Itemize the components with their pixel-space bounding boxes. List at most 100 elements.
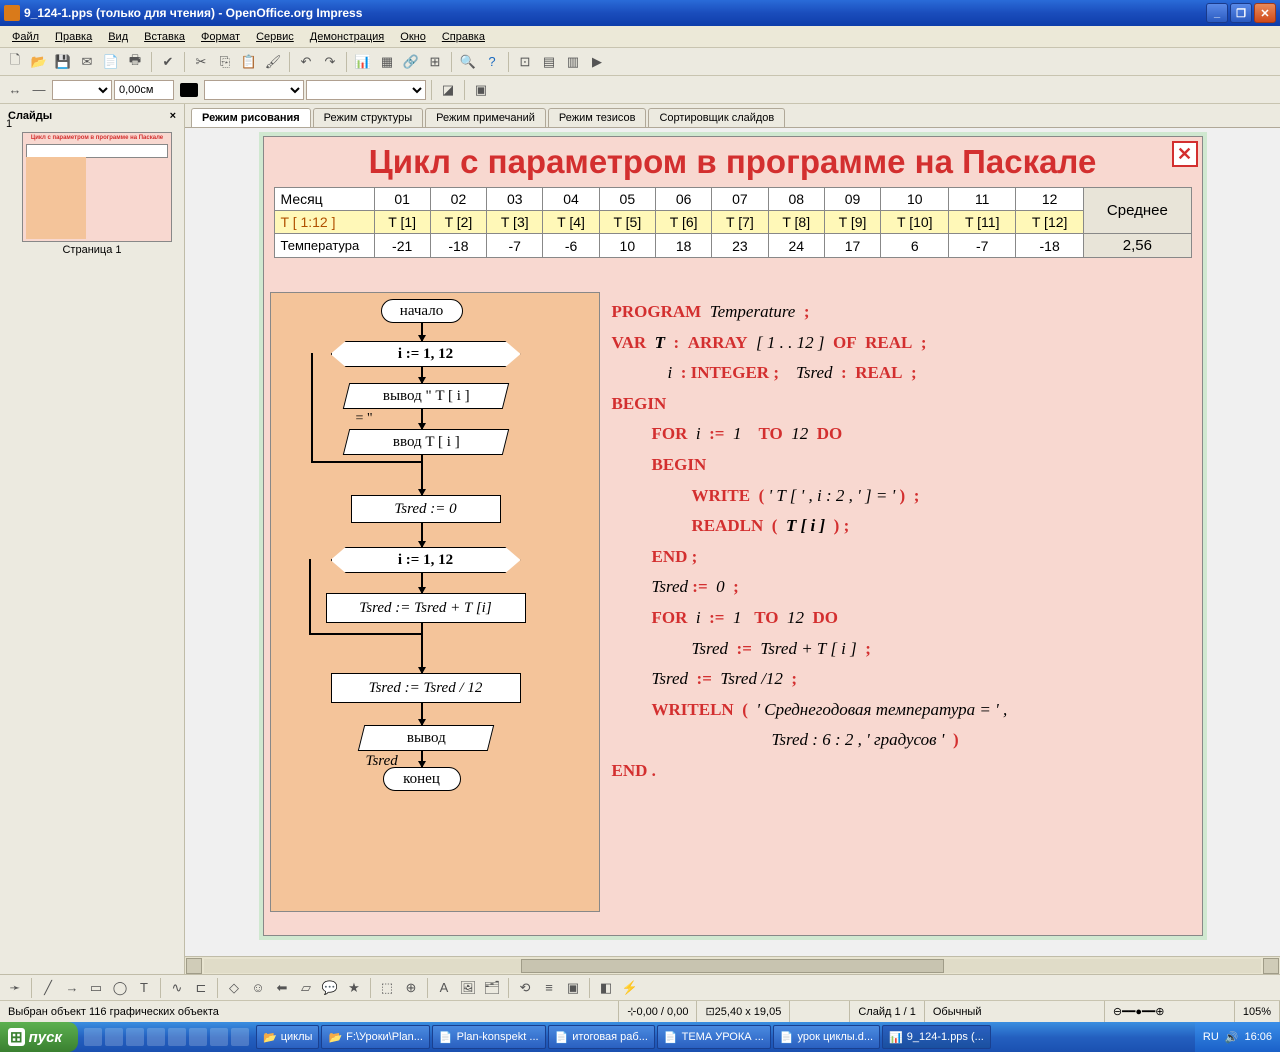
taskbar-item[interactable]: 📄 ТЕМА УРОКА ... [657, 1025, 771, 1049]
interact-icon[interactable]: ⚡ [619, 977, 641, 999]
line-color-icon[interactable] [180, 83, 198, 97]
arrange2-icon[interactable]: ▣ [562, 977, 584, 999]
pdf-icon[interactable]: 📄 [100, 51, 122, 73]
new-icon[interactable]: 🗋 [4, 51, 26, 73]
text-icon[interactable]: T [133, 977, 155, 999]
layout-icon[interactable]: ▥ [562, 51, 584, 73]
tab-drawing[interactable]: Режим рисования [191, 108, 311, 127]
redo-icon[interactable]: ↷ [319, 51, 341, 73]
tab-sorter[interactable]: Сортировщик слайдов [648, 108, 785, 127]
arrow-icon[interactable]: → [61, 977, 83, 999]
format-paint-icon[interactable]: 🖌 [262, 51, 284, 73]
ql-icon[interactable] [189, 1028, 207, 1046]
extrude-icon[interactable]: ◧ [595, 977, 617, 999]
undo-icon[interactable]: ↶ [295, 51, 317, 73]
status-zoom[interactable]: 105% [1235, 1001, 1280, 1022]
email-icon[interactable]: ✉ [76, 51, 98, 73]
slides-icon[interactable]: ▤ [538, 51, 560, 73]
ql-icon[interactable] [126, 1028, 144, 1046]
taskbar-item[interactable]: 📄 Plan-konspekt ... [432, 1025, 546, 1049]
navigator-icon[interactable]: ⊞ [424, 51, 446, 73]
menu-file[interactable]: Файл [4, 29, 47, 45]
flowchart-icon[interactable]: ▱ [295, 977, 317, 999]
slide-canvas[interactable]: ✕ Цикл с параметром в программе на Паска… [185, 128, 1280, 956]
slide-close-icon[interactable]: ✕ [1172, 141, 1198, 167]
table-icon[interactable]: ▦ [376, 51, 398, 73]
taskbar-item[interactable]: 📄 урок циклы.d... [773, 1025, 880, 1049]
paste-icon[interactable]: 📋 [238, 51, 260, 73]
scroll-left-icon[interactable] [186, 958, 202, 974]
line-style-select[interactable] [52, 80, 112, 100]
rotate-icon[interactable]: ⟲ [514, 977, 536, 999]
close-button[interactable]: ✕ [1254, 3, 1276, 23]
line-style-icon[interactable]: — [28, 79, 50, 101]
open-icon[interactable]: 📂 [28, 51, 50, 73]
symbols-icon[interactable]: ☺ [247, 977, 269, 999]
cut-icon[interactable]: ✂ [190, 51, 212, 73]
save-icon[interactable]: 💾 [52, 51, 74, 73]
horizontal-scrollbar[interactable] [185, 956, 1280, 974]
fill-type-select[interactable] [204, 80, 304, 100]
hyperlink-icon[interactable]: 🔗 [400, 51, 422, 73]
ql-icon[interactable] [168, 1028, 186, 1046]
taskbar-item[interactable]: 📂 циклы [256, 1025, 319, 1049]
menu-help[interactable]: Справка [434, 29, 493, 45]
shapes-icon[interactable]: ◇ [223, 977, 245, 999]
help-icon[interactable]: ? [481, 51, 503, 73]
copy-icon[interactable]: ⎘ [214, 51, 236, 73]
taskbar-item[interactable]: 📂 F:\Уроки\Plan... [321, 1025, 429, 1049]
zoom-icon[interactable]: 🔍 [457, 51, 479, 73]
line-icon[interactable]: ╱ [37, 977, 59, 999]
ql-icon[interactable] [105, 1028, 123, 1046]
tray-icon[interactable]: 🔊 [1225, 1031, 1239, 1044]
shadow-icon[interactable]: ◪ [437, 79, 459, 101]
ql-icon[interactable] [231, 1028, 249, 1046]
taskbar-item[interactable]: 📄 итоговая раб... [548, 1025, 655, 1049]
maximize-button[interactable]: ❐ [1230, 3, 1252, 23]
slide-thumbnail[interactable]: Цикл с параметром в программе на Паскале [22, 132, 172, 242]
menu-slideshow[interactable]: Демонстрация [302, 29, 393, 45]
tab-outline[interactable]: Режим структуры [313, 108, 424, 127]
line-width-input[interactable] [114, 80, 174, 100]
chart-icon[interactable]: 📊 [352, 51, 374, 73]
callouts-icon[interactable]: 💬 [319, 977, 341, 999]
slideshow-icon[interactable]: ▶ [586, 51, 608, 73]
rect-icon[interactable]: ▭ [85, 977, 107, 999]
tab-notes[interactable]: Режим примечаний [425, 108, 546, 127]
ql-icon[interactable] [84, 1028, 102, 1046]
menu-window[interactable]: Окно [392, 29, 434, 45]
points-icon[interactable]: ⬚ [376, 977, 398, 999]
select-icon[interactable]: ➛ [4, 977, 26, 999]
zoom-slider[interactable]: ⊖━━●━━⊕ [1105, 1001, 1235, 1022]
curve-icon[interactable]: ∿ [166, 977, 188, 999]
ql-icon[interactable] [210, 1028, 228, 1046]
arrows-icon[interactable]: ⬅ [271, 977, 293, 999]
menu-edit[interactable]: Правка [47, 29, 100, 45]
scroll-right-icon[interactable] [1263, 958, 1279, 974]
fill-color-select[interactable] [306, 80, 426, 100]
start-button[interactable]: ⊞пуск [0, 1022, 78, 1052]
menu-format[interactable]: Формат [193, 29, 248, 45]
connector-icon[interactable]: ⊏ [190, 977, 212, 999]
fontwork-icon[interactable]: A [433, 977, 455, 999]
minimize-button[interactable]: _ [1206, 3, 1228, 23]
menu-insert[interactable]: Вставка [136, 29, 193, 45]
arrow-style-icon[interactable]: ↔ [4, 79, 26, 101]
menu-view[interactable]: Вид [100, 29, 136, 45]
spellcheck-icon[interactable]: ✔ [157, 51, 179, 73]
ql-icon[interactable] [147, 1028, 165, 1046]
stars-icon[interactable]: ★ [343, 977, 365, 999]
slide-content[interactable]: ✕ Цикл с параметром в программе на Паска… [263, 136, 1203, 936]
from-file-icon[interactable]: 🖼 [457, 977, 479, 999]
slides-panel-close-icon[interactable]: × [170, 110, 176, 122]
ellipse-icon[interactable]: ◯ [109, 977, 131, 999]
grid-icon[interactable]: ⊡ [514, 51, 536, 73]
gallery-icon[interactable]: 🗂 [481, 977, 503, 999]
tray-lang[interactable]: RU [1203, 1031, 1219, 1043]
glue-icon[interactable]: ⊕ [400, 977, 422, 999]
arrange-icon[interactable]: ▣ [470, 79, 492, 101]
taskbar-item[interactable]: 📊 9_124-1.pps (... [882, 1025, 991, 1049]
system-tray[interactable]: RU 🔊 16:06 [1195, 1022, 1280, 1052]
menu-tools[interactable]: Сервис [248, 29, 302, 45]
tab-handout[interactable]: Режим тезисов [548, 108, 647, 127]
